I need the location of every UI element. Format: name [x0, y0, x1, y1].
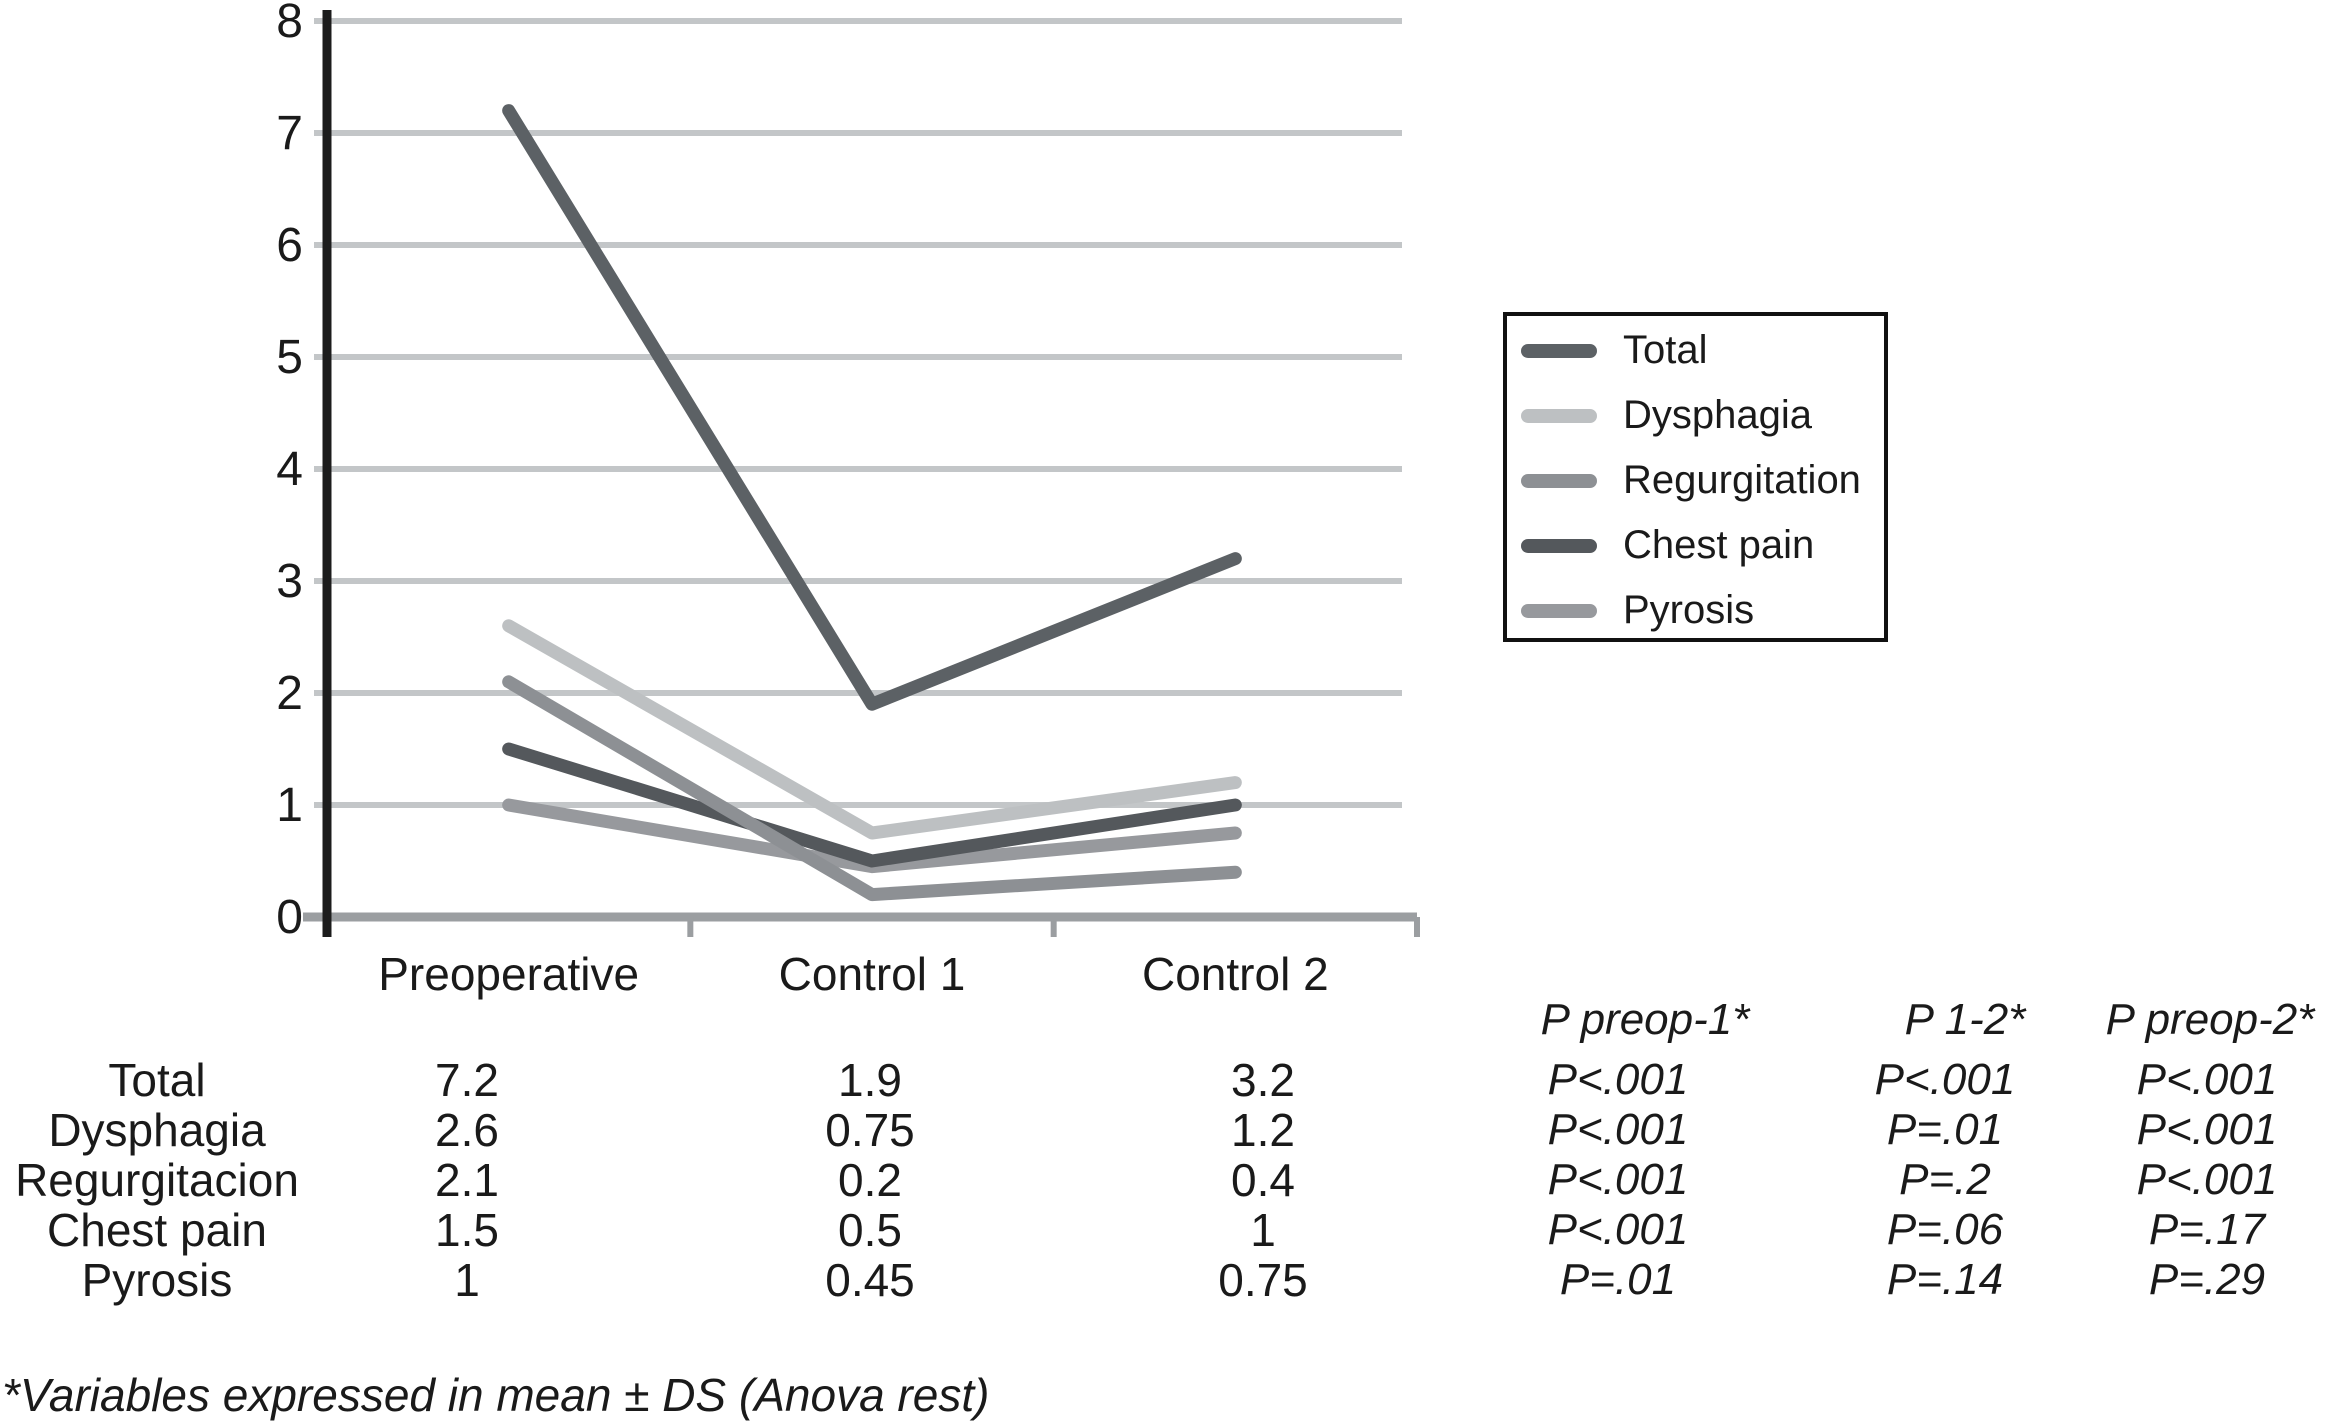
legend: Total Dysphagia Regurgitation Chest pain Pyr… [1503, 312, 1888, 642]
y-tick-label: 8 [276, 0, 303, 48]
table-pvalue-cell: P<.001 [2136, 1055, 2278, 1104]
table-value-cell: 7.2 [435, 1054, 499, 1106]
y-tick-label: 4 [276, 443, 303, 496]
legend-label: Dysphagia [1623, 393, 1813, 437]
legend-item: Total [1507, 318, 1884, 383]
x-category-label: Control 1 [779, 948, 966, 1000]
table-row-label: Pyrosis [81, 1254, 233, 1306]
table-value-cell: 2.6 [435, 1104, 499, 1156]
y-tick-label: 7 [276, 107, 303, 160]
series-line-chest-pain [502, 742, 1242, 868]
table-value-cell: 1.5 [435, 1204, 499, 1256]
table-pvalue-cell: P<.001 [2136, 1105, 2278, 1154]
table-value-cell: 0.4 [1231, 1154, 1295, 1206]
table-pvalue-cell: P<.001 [1874, 1055, 2016, 1104]
legend-label: Total [1623, 328, 1708, 372]
table-value-cell: 3.2 [1231, 1054, 1295, 1106]
legend-item: Regurgitation [1507, 448, 1884, 513]
table-value-cell: 0.2 [838, 1154, 902, 1206]
footnote: *Variables expressed in mean ± DS (Anova… [2, 1369, 990, 1421]
legend-label: Regurgitation [1623, 458, 1861, 502]
series-line-dysphagia [502, 619, 1242, 840]
symptom-score-line-chart: 0 1 2 3 4 5 6 7 8 Preoperative Control 1 Control 2 [276, 0, 1420, 1000]
legend-item: Pyrosis [1507, 578, 1884, 643]
y-tick-label: 3 [276, 555, 303, 608]
legend-item: Chest pain [1507, 513, 1884, 578]
x-category-label: Control 2 [1142, 948, 1329, 1000]
table-pvalue-cell: P<.001 [1547, 1105, 1689, 1154]
y-tick-label: 6 [276, 219, 303, 272]
legend-line-swatch [1521, 473, 1597, 488]
table-value-cell: 0.75 [825, 1104, 915, 1156]
table-row-label: Regurgitacion [15, 1154, 299, 1206]
table-pvalue-cell: P<.001 [1547, 1155, 1689, 1204]
y-tick-label: 1 [276, 779, 303, 832]
y-tick-label: 0 [276, 891, 303, 944]
series-line-total [502, 104, 1242, 711]
table-value-cell: 2.1 [435, 1154, 499, 1206]
legend-item: Dysphagia [1507, 383, 1884, 448]
table-pvalue-cell: P<.001 [1547, 1205, 1689, 1254]
table-value-cell: 1 [454, 1254, 480, 1306]
table-pvalue-cell: P=.06 [1886, 1205, 2004, 1254]
table-value-cell: 1 [1250, 1204, 1276, 1256]
y-tick-label: 2 [276, 667, 303, 720]
x-category-label: Preoperative [378, 948, 639, 1000]
p-column-header: P preop-2* [2105, 995, 2315, 1044]
y-tick-label: 5 [276, 331, 303, 384]
table-pvalue-cell: P=.01 [1886, 1105, 2004, 1154]
table-pvalue-cell: P=.01 [1559, 1255, 1677, 1304]
table-value-cell: 1.9 [838, 1054, 902, 1106]
p-column-header: P preop-1* [1540, 995, 1750, 1044]
table-value-cell: 1.2 [1231, 1104, 1295, 1156]
table-value-cell: 0.75 [1218, 1254, 1308, 1306]
table-pvalue-cell: P=.17 [2148, 1205, 2266, 1254]
table-row-label: Dysphagia [48, 1104, 266, 1156]
legend-line-swatch [1521, 538, 1597, 553]
table-pvalue-cell: P<.001 [1547, 1055, 1689, 1104]
table-pvalue-cell: P<.001 [2136, 1155, 2278, 1204]
table-row-label: Chest pain [47, 1204, 267, 1256]
p-column-header: P 1-2* [1904, 995, 2026, 1044]
table-row-label: Total [108, 1054, 206, 1106]
table-value-cell: 0.5 [838, 1204, 902, 1256]
table-pvalue-cell: P=.14 [1886, 1255, 2004, 1304]
table-pvalue-cell: P=.2 [1899, 1155, 1991, 1204]
table-pvalue-cell: P=.29 [2148, 1255, 2266, 1304]
legend-line-swatch [1521, 603, 1597, 618]
legend-label: Pyrosis [1623, 588, 1755, 632]
table-value-cell: 0.45 [825, 1254, 915, 1306]
legend-line-swatch [1521, 343, 1597, 358]
series-line-regurgitation [502, 675, 1242, 902]
legend-label: Chest pain [1623, 523, 1815, 567]
legend-line-swatch [1521, 408, 1597, 423]
